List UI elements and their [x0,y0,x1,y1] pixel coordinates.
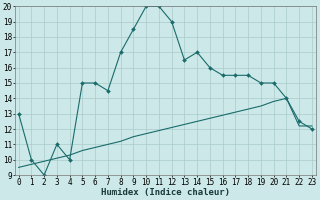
X-axis label: Humidex (Indice chaleur): Humidex (Indice chaleur) [101,188,230,197]
